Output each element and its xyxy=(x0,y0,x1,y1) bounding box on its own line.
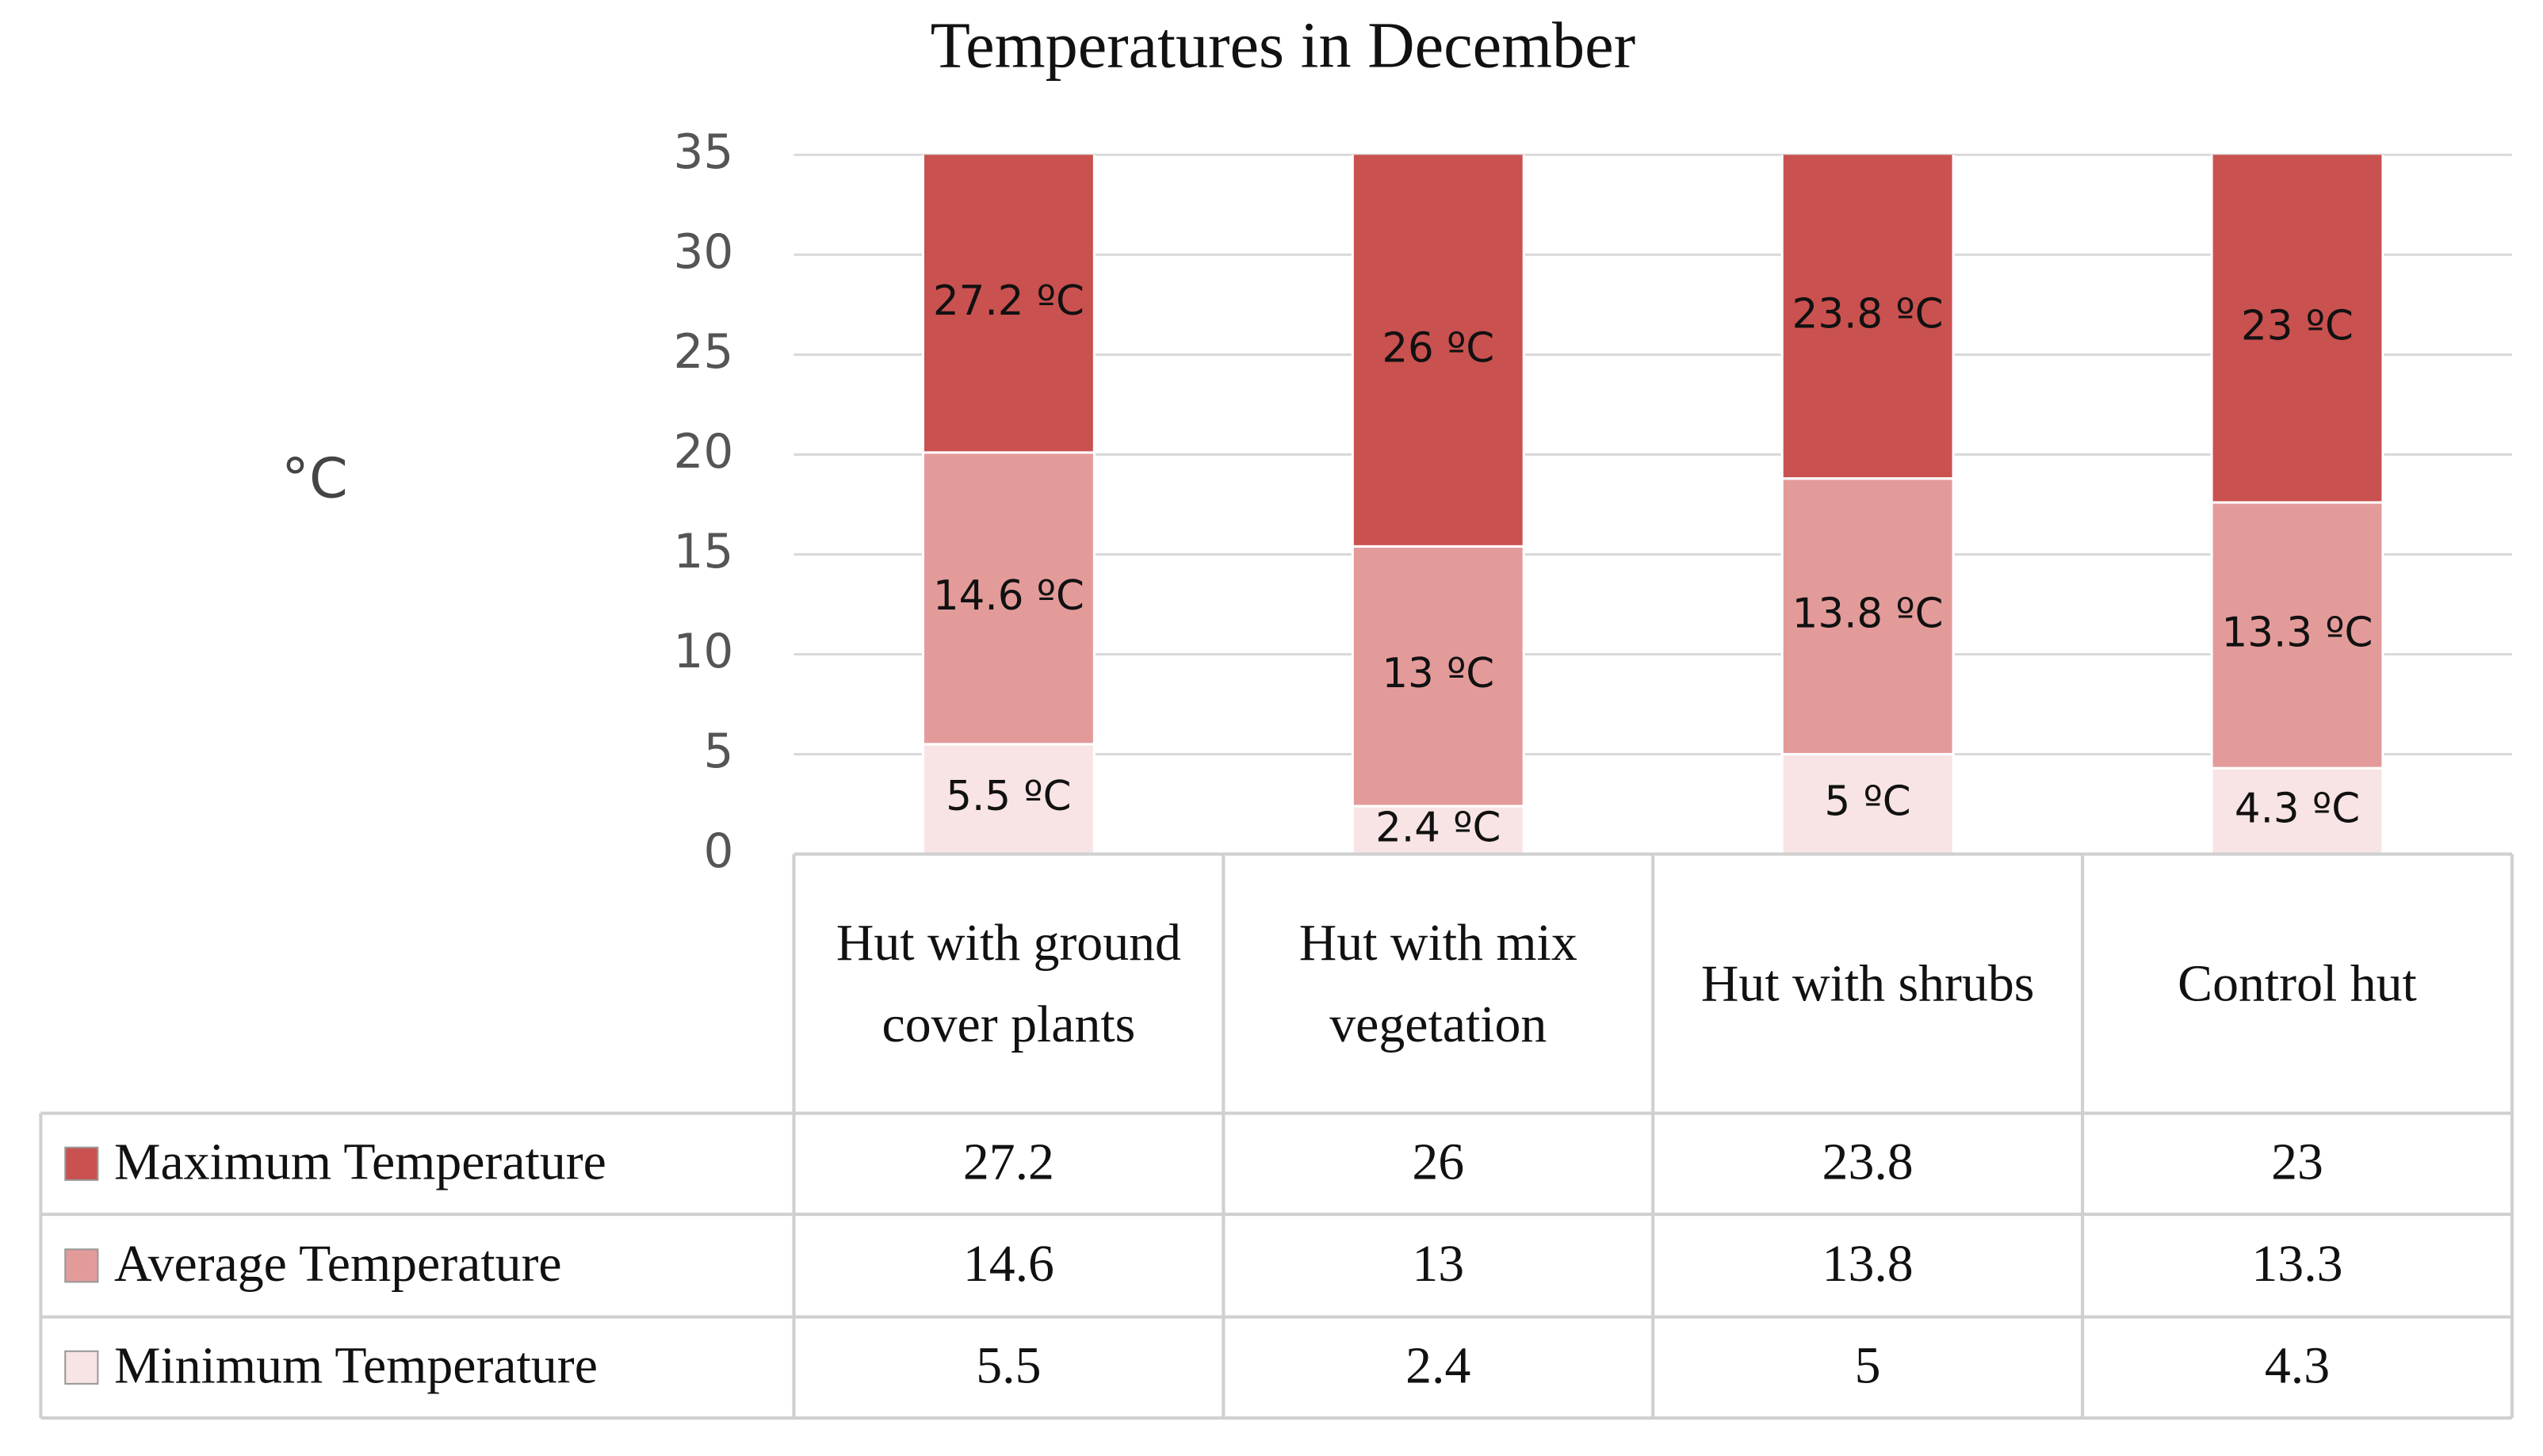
data-label: 4.3 ºC xyxy=(2235,785,2360,832)
data-label: 5 ºC xyxy=(1825,778,1911,826)
table-value: 5 xyxy=(1855,1337,1881,1395)
legend-label: Maximum Temperature xyxy=(114,1133,606,1190)
bar-segment xyxy=(1780,477,1955,756)
bar-segment xyxy=(2210,501,2384,770)
data-label: 23.8 ºC xyxy=(1792,291,1944,338)
data-label: 13.3 ºC xyxy=(2222,610,2373,657)
y-tick-label: 25 xyxy=(674,325,734,380)
y-tick-label: 10 xyxy=(674,625,734,679)
y-tick-label: 0 xyxy=(703,824,733,879)
bar-segment xyxy=(921,155,1096,454)
table-value: 27.2 xyxy=(963,1133,1054,1190)
table-value: 13 xyxy=(1412,1235,1464,1293)
bar-segment xyxy=(1780,752,1955,854)
legend-swatch xyxy=(64,1350,99,1385)
table-value: 13.8 xyxy=(1822,1235,1914,1293)
data-label: 5.5 ºC xyxy=(946,773,1071,820)
y-tick-label: 30 xyxy=(674,225,734,280)
bar-segment xyxy=(921,451,1096,746)
table-value: 4.3 xyxy=(2265,1337,2330,1395)
category-label-cell: Hut with shrubs xyxy=(1700,953,2035,1012)
category-label: Hut with mix vegetation xyxy=(1298,912,1577,1053)
y-tick-label: 5 xyxy=(703,724,733,779)
bar-segment xyxy=(921,743,1096,854)
data-label: 2.4 ºC xyxy=(1375,804,1501,851)
y-tick-label: 15 xyxy=(674,525,734,579)
data-label: 13 ºC xyxy=(1382,650,1494,697)
legend-swatch xyxy=(64,1146,99,1181)
bar-segment xyxy=(1780,155,1955,480)
data-label: 26 ºC xyxy=(1382,324,1494,372)
y-tick-label: 20 xyxy=(674,425,734,480)
y-tick-label: 35 xyxy=(674,125,734,180)
category-label-cell: Control hut xyxy=(2178,953,2417,1012)
table-value: 14.6 xyxy=(963,1235,1054,1293)
data-label: 14.6 ºC xyxy=(933,572,1084,620)
bar-segment xyxy=(2210,155,2384,504)
data-label: 23 ºC xyxy=(2241,303,2354,350)
legend-label: Average Temperature xyxy=(114,1235,562,1293)
bar-segment xyxy=(2210,766,2384,854)
category-label: Hut with ground cover plants xyxy=(836,912,1181,1053)
legend-swatch xyxy=(64,1248,99,1283)
table-value: 26 xyxy=(1412,1133,1464,1190)
category-label-cell: Hut with ground cover plants xyxy=(836,912,1181,1053)
bar-segment xyxy=(1351,545,1525,808)
table-value: 5.5 xyxy=(976,1337,1041,1395)
table-value: 13.3 xyxy=(2251,1235,2342,1293)
category-label: Control hut xyxy=(2178,953,2417,1012)
table-value: 23.8 xyxy=(1822,1133,1914,1190)
table-value: 23 xyxy=(2271,1133,2323,1190)
legend-label: Minimum Temperature xyxy=(114,1337,598,1395)
data-label: 13.8 ºC xyxy=(1792,590,1944,638)
data-label: 27.2 ºC xyxy=(933,277,1084,325)
category-label-cell: Hut with mix vegetation xyxy=(1298,912,1577,1053)
category-label: Hut with shrubs xyxy=(1700,953,2035,1012)
chart-title: Temperatures in December xyxy=(931,10,1635,82)
table-value: 2.4 xyxy=(1405,1337,1470,1395)
y-axis-label: °C xyxy=(281,447,348,511)
bar-segment xyxy=(1351,155,1525,548)
